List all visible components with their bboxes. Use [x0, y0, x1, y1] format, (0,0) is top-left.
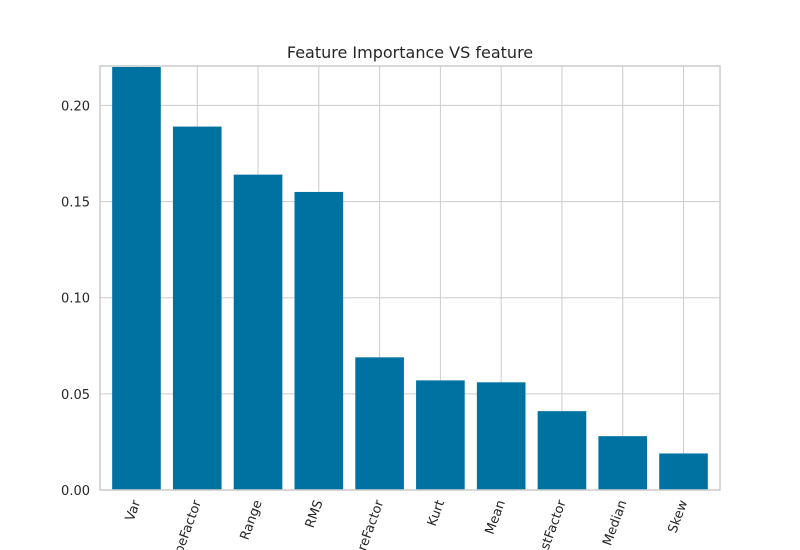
bar-kurt: [416, 380, 465, 490]
x-tick-label: reFactor: [355, 498, 387, 550]
x-tick-label: Median: [600, 498, 630, 548]
x-tick-label: RMS: [303, 498, 327, 530]
bar-var: [112, 66, 161, 490]
bar-mean: [476, 382, 526, 490]
bar-peaktopeakfactor: [355, 357, 404, 490]
bar-range: [233, 174, 283, 491]
bar-median: [598, 436, 648, 490]
y-tick-label: 0.00: [61, 484, 90, 499]
y-tick-label: 0.05: [61, 388, 90, 403]
y-tick-label: 0.20: [61, 99, 90, 114]
bar-crestfactor: [537, 411, 587, 490]
x-axis-ticks: Var peFactor Range RMS reFactor Kurt Mean stFac…: [123, 498, 692, 550]
x-tick-label: stFactor: [538, 498, 570, 550]
bar-shapefactor: [172, 126, 222, 491]
bar-rms: [294, 191, 344, 490]
plot-frame: [99, 65, 721, 491]
chart-title: Feature Importance VS feature: [287, 43, 533, 62]
x-tick-label: Range: [238, 498, 266, 542]
y-axis-ticks: 0.00 0.05 0.10 0.15 0.20: [61, 99, 90, 499]
x-tick-label: peFactor: [172, 498, 205, 550]
x-tick-label: Var: [123, 498, 145, 524]
x-tick-label: Skew: [666, 498, 692, 535]
x-tick-label: Kurt: [425, 498, 448, 528]
y-tick-label: 0.15: [61, 196, 90, 211]
x-tick-label: Mean: [483, 498, 509, 536]
y-tick-label: 0.10: [61, 292, 90, 307]
bars-group: [112, 66, 708, 491]
bar-skew: [659, 453, 708, 490]
